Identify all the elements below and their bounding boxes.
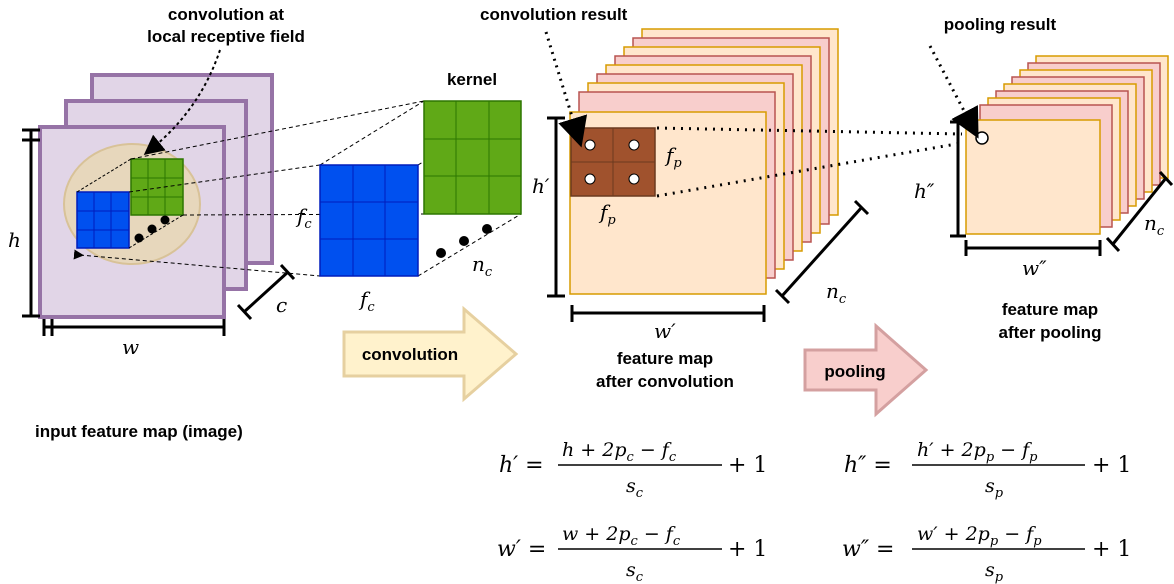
label-nc-conv: nc — [826, 279, 847, 307]
label-w-prime: w′ — [654, 319, 676, 343]
label-h: h — [8, 228, 21, 252]
svg-text:w′ + 2pp − fp: w′ + 2pp − fp — [917, 523, 1042, 549]
svg-text:+ 1: + 1 — [1092, 453, 1131, 478]
svg-text:+ 1: + 1 — [728, 537, 767, 562]
small-green-kernel — [130, 158, 184, 216]
pool-line-top — [656, 126, 963, 136]
small-blue-kernel — [76, 191, 130, 249]
big-kernel — [73, 100, 522, 277]
label-fc-horiz: fc — [358, 287, 375, 315]
svg-text:sp: sp — [985, 475, 1004, 501]
arrow-local-field — [143, 49, 221, 155]
dim-h — [22, 128, 40, 318]
dots — [134, 233, 144, 243]
equation-pool-h: h″ = h′ + 2pp − fp sp + 1 — [844, 439, 1131, 501]
conv-feature-map-stack — [569, 28, 839, 295]
svg-text:+ 1: + 1 — [1092, 537, 1131, 562]
label-conv-result: convolution result — [480, 5, 628, 24]
label-c: c — [276, 293, 287, 317]
equation-conv-h: h′ = h + 2pc − fc sc + 1 — [499, 439, 767, 501]
equation-pool-w: w″ = w′ + 2pp − fp sp + 1 — [842, 523, 1131, 584]
label-pooling-arrow: pooling — [824, 362, 885, 381]
arrow-pool-result — [928, 45, 979, 139]
dim-w-prime — [570, 305, 766, 322]
dim-c — [236, 263, 296, 321]
svg-text:sp: sp — [985, 559, 1004, 584]
label-h-dprime: h″ — [914, 179, 935, 203]
arrow-conv-result — [544, 31, 588, 148]
dim-h-dprime — [950, 120, 966, 238]
svg-text:w + 2pc − fc: w + 2pc − fc — [562, 523, 681, 549]
svg-text:sc: sc — [626, 559, 644, 584]
label-input-map: input feature map (image) — [35, 422, 243, 441]
svg-text:h″ =: h″ = — [844, 453, 892, 478]
label-fmap-conv-1: feature map — [617, 349, 713, 368]
label-fmap-pool-2: after pooling — [999, 323, 1102, 342]
label-h-prime: h′ — [532, 174, 550, 198]
dim-h-prime — [547, 116, 565, 298]
conv-result-patch — [570, 127, 656, 197]
label-fc-vert: fc — [295, 204, 312, 232]
label-kernel: kernel — [447, 70, 497, 89]
svg-text:h′ + 2pp − fp: h′ + 2pp − fp — [917, 439, 1038, 465]
label-w: w — [122, 335, 139, 359]
pool-feature-map-stack — [965, 55, 1169, 235]
dim-nc-pool — [1105, 170, 1174, 253]
label-pool-result: pooling result — [944, 15, 1057, 34]
svg-text:h + 2pc − fc: h + 2pc − fc — [562, 439, 677, 465]
convolution-arrow — [342, 305, 519, 403]
label-w-dprime: w″ — [1022, 256, 1047, 280]
pool-line-bottom — [656, 141, 963, 198]
label-fmap-conv-2: after convolution — [596, 372, 734, 391]
label-nc-pool: nc — [1144, 211, 1165, 239]
pooled-point — [975, 131, 989, 145]
label-conv-local-1: convolution at — [168, 5, 285, 24]
input-feature-map — [38, 73, 274, 319]
label-fmap-pool-1: feature map — [1002, 300, 1098, 319]
label-conv-local-2: local receptive field — [147, 27, 305, 46]
equation-conv-w: w′ = w + 2pc − fc sc + 1 — [497, 523, 767, 584]
label-nc-kernel: nc — [472, 252, 493, 280]
dim-w — [42, 319, 226, 336]
dim-nc-conv — [774, 199, 870, 305]
svg-text:w′ =: w′ = — [497, 537, 546, 562]
svg-text:+ 1: + 1 — [728, 453, 767, 478]
dim-w-dprime — [964, 240, 1102, 256]
pooling-arrow — [803, 322, 929, 418]
svg-text:sc: sc — [626, 475, 644, 501]
svg-text:h′ =: h′ = — [499, 453, 544, 478]
svg-text:w″ =: w″ = — [842, 537, 894, 562]
label-convolution-arrow: convolution — [362, 345, 458, 364]
